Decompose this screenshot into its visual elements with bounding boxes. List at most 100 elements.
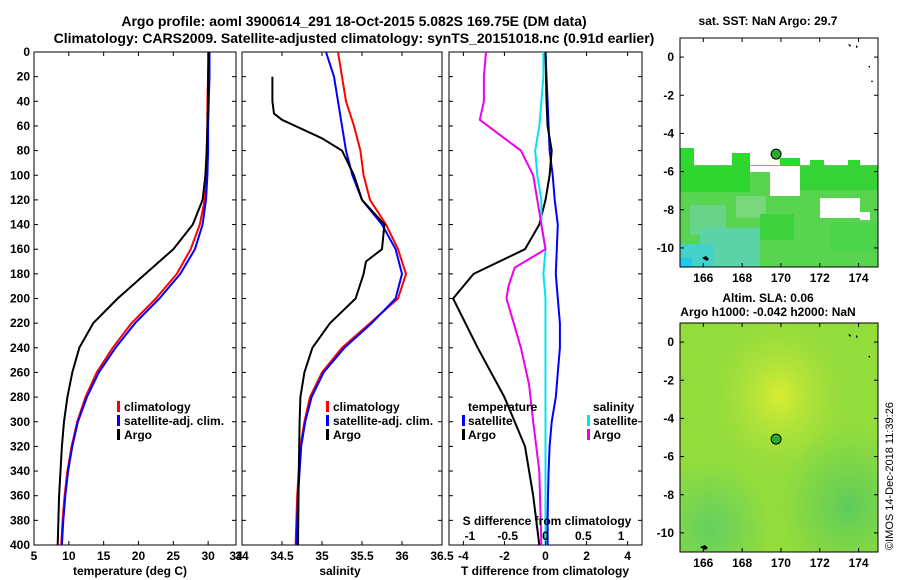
legend-label-t-argo: Argo [468, 428, 496, 442]
x-tick-label: 35.5 [350, 549, 374, 563]
legend-s-header: salinity [593, 400, 635, 414]
sst-gap [770, 172, 800, 196]
x-tick-label: 30 [201, 549, 215, 563]
x-tick-label: 34 [229, 549, 243, 563]
y-tick-label: 300 [10, 415, 30, 429]
x-tick-label: -2 [499, 549, 510, 563]
x-tick-label: 4 [624, 549, 631, 563]
sst-map-axes: 166 168 170 172 174 0 -2 -4 -6 -8 -10 [657, 38, 878, 285]
map-y-tick-label: -10 [657, 241, 675, 255]
legend-swatch-s-satellite [587, 415, 590, 426]
map-x-tick-label: 166 [693, 556, 713, 570]
y-tick-label: 200 [10, 292, 30, 306]
title-line-1: Argo profile: aoml 3900614_291 18-Oct-20… [121, 13, 586, 29]
x-axis-label: temperature (deg C) [73, 564, 187, 578]
map-x-tick-label: 172 [810, 556, 830, 570]
y-tick-label: 280 [10, 390, 30, 404]
sst-gap [820, 198, 860, 218]
y-tick-label: 160 [10, 242, 30, 256]
argo-position-marker [770, 148, 782, 160]
salinity-plot: 34 34.5 35 35.5 36 36.5 salinity [235, 51, 454, 578]
y-tick-label: 400 [10, 538, 30, 552]
series-line-climatology [60, 52, 210, 546]
legend-swatch-t-argo [462, 429, 465, 440]
x-tick-label: 36.5 [430, 549, 454, 563]
top-axis-label: S difference from climatology [463, 514, 632, 528]
y-tick-label: 340 [10, 464, 30, 478]
map-y-tick-label: -6 [663, 165, 674, 179]
temperature-legend: climatology satellite-adj. clim. Argo [117, 400, 224, 442]
x-tick-label: 2 [583, 549, 590, 563]
map-x-tick-label: 174 [849, 556, 869, 570]
map-x-tick-label: 170 [771, 271, 791, 285]
y-tick-label: 380 [10, 513, 30, 527]
y-tick-label: 140 [10, 218, 30, 232]
legend-label-satellite: satellite-adj. clim. [124, 414, 224, 428]
sst-cell [680, 258, 692, 267]
series-line-s-satellite [534, 52, 547, 545]
map-y-tick-label: -8 [663, 203, 674, 217]
map-y-tick-label: -4 [663, 411, 674, 425]
map-y-tick-label: -4 [663, 126, 674, 140]
legend-label-argo: Argo [333, 428, 361, 442]
x-tick-label: 5 [31, 549, 38, 563]
x-tick-label: 34.5 [270, 549, 294, 563]
sla-map: 166 168 170 172 174 0 -2 -4 -6 -8 -10 [657, 322, 879, 570]
sst-cell [810, 160, 824, 168]
y-tick-label: 240 [10, 341, 30, 355]
y-tick-label: 180 [10, 267, 30, 281]
legend-swatch-climatology [117, 401, 120, 412]
y-tick-label: 120 [10, 193, 30, 207]
sla-map-frame [679, 322, 879, 553]
legend-label-argo: Argo [124, 428, 152, 442]
legend-swatch-argo [326, 429, 329, 440]
sst-cell [680, 166, 750, 192]
map-y-tick-label: -8 [663, 488, 674, 502]
sst-cell [848, 160, 860, 168]
temperature-axes [33, 51, 237, 546]
legend-swatch-t-satellite [462, 415, 465, 426]
y-tick-label: 0 [23, 45, 30, 59]
map-y-tick-label: -6 [663, 450, 674, 464]
argo-position-marker [770, 433, 782, 445]
y-tick-label: 100 [10, 168, 30, 182]
top-tick-label: 0 [542, 529, 549, 543]
sla-map-axes: 166 168 170 172 174 0 -2 -4 -6 -8 -10 [657, 323, 878, 570]
legend-swatch-s-argo [587, 429, 590, 440]
legend-t-header: temperature [468, 400, 538, 414]
sla-map-title: Altim. SLA: 0.06 [722, 291, 814, 305]
legend-label-t-satellite: satellite [468, 414, 513, 428]
difference-plot: -4 -2 0 2 4T difference from climatology S di… [449, 51, 642, 578]
sst-cell [780, 158, 800, 168]
map-y-tick-label: -2 [663, 373, 674, 387]
series-line-t-argo [452, 51, 553, 546]
sst-gap [860, 212, 870, 220]
legend-swatch-argo [117, 429, 120, 440]
map-x-tick-label: 166 [693, 271, 713, 285]
y-tick-label: 360 [10, 489, 30, 503]
y-tick-label: 20 [17, 70, 31, 84]
legend-label-s-argo: Argo [593, 428, 621, 442]
island-icon [848, 334, 870, 358]
sst-cell [736, 196, 766, 218]
x-tick-label: 35 [315, 549, 329, 563]
sst-cell [800, 166, 878, 190]
map-x-tick-label: 170 [771, 556, 791, 570]
y-tick-label: 80 [17, 144, 31, 158]
series-line-argo [56, 51, 210, 546]
x-tick-label: 0 [542, 549, 549, 563]
sst-cell [760, 214, 794, 240]
legend-label-satellite: satellite-adj. clim. [333, 414, 433, 428]
sst-map-frame [679, 37, 879, 268]
top-tick-label: 0.5 [575, 529, 592, 543]
map-x-tick-label: 172 [810, 271, 830, 285]
sst-cell [680, 148, 694, 166]
y-tick-label: 320 [10, 439, 30, 453]
map-x-tick-label: 168 [732, 556, 752, 570]
x-tick-label: -4 [458, 549, 469, 563]
x-tick-label: 20 [132, 549, 146, 563]
series-line-satellite-adj-clim- [60, 52, 211, 546]
x-tick-label: 34 [235, 549, 249, 563]
map-y-tick-label: -2 [663, 88, 674, 102]
sst-cell [830, 222, 878, 252]
